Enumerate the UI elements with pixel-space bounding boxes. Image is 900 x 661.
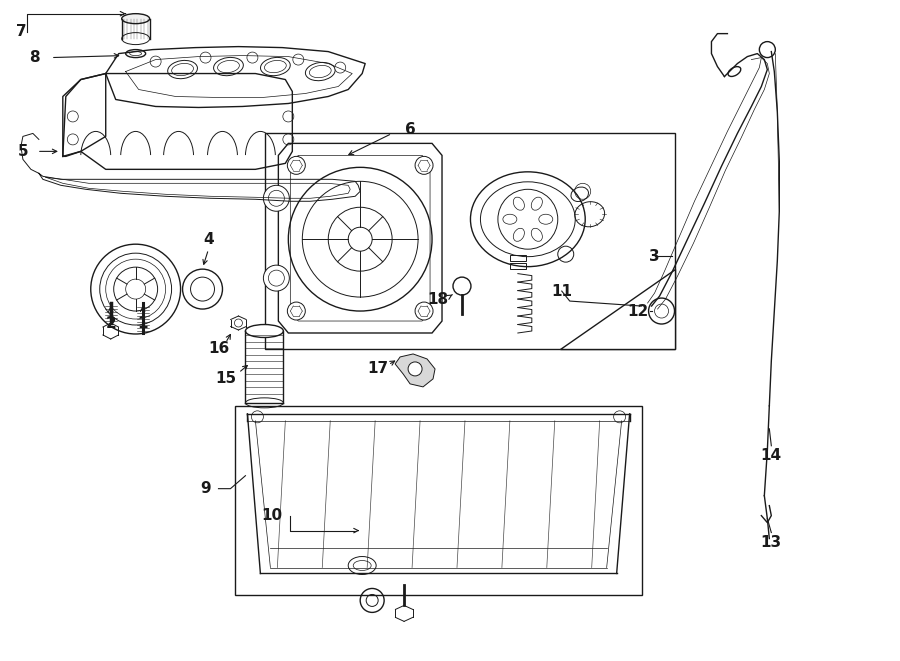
Circle shape (287, 157, 305, 175)
Circle shape (68, 134, 78, 145)
Circle shape (283, 111, 293, 122)
Text: 4: 4 (203, 232, 214, 247)
Polygon shape (395, 354, 435, 387)
Polygon shape (560, 269, 674, 349)
Text: 1: 1 (138, 315, 148, 330)
Circle shape (287, 302, 305, 320)
Text: 8: 8 (30, 50, 40, 65)
Text: 15: 15 (215, 371, 236, 387)
Bar (510, 263, 526, 269)
Bar (236, 406, 642, 596)
Circle shape (408, 362, 422, 376)
Text: 14: 14 (760, 448, 782, 463)
Text: 16: 16 (208, 342, 230, 356)
Circle shape (283, 134, 293, 145)
Ellipse shape (122, 14, 149, 24)
Text: 9: 9 (200, 481, 211, 496)
Circle shape (264, 265, 289, 291)
Circle shape (415, 157, 433, 175)
Text: 5: 5 (18, 144, 28, 159)
Text: 11: 11 (552, 284, 572, 299)
Circle shape (614, 411, 626, 423)
Circle shape (415, 302, 433, 320)
Circle shape (150, 56, 161, 67)
Text: 3: 3 (649, 249, 660, 264)
Text: 2: 2 (105, 315, 116, 330)
Circle shape (68, 111, 78, 122)
Circle shape (251, 411, 264, 423)
Text: 18: 18 (428, 292, 448, 307)
Text: 6: 6 (405, 122, 416, 137)
Circle shape (292, 54, 304, 65)
Circle shape (264, 185, 289, 212)
Bar (266, 134, 674, 349)
Ellipse shape (246, 398, 284, 408)
Circle shape (247, 52, 258, 63)
Text: 7: 7 (15, 24, 26, 39)
Text: 17: 17 (367, 362, 389, 376)
Circle shape (335, 62, 346, 73)
Ellipse shape (246, 325, 284, 338)
Circle shape (200, 52, 211, 63)
Text: 12: 12 (627, 303, 648, 319)
Text: 10: 10 (262, 508, 283, 523)
Bar (510, 255, 526, 261)
Text: 13: 13 (760, 535, 782, 550)
